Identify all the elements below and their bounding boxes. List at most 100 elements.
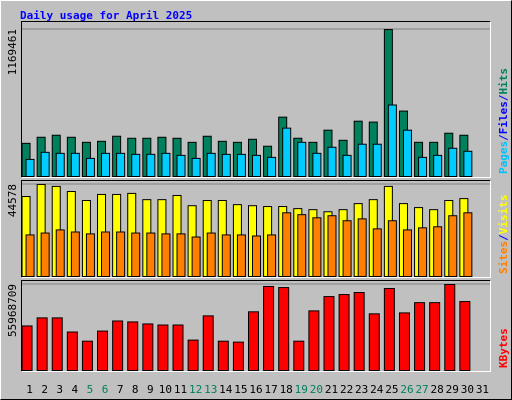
bar <box>312 152 322 178</box>
x-tick-label: 12 <box>189 383 202 396</box>
side-label-part: Files <box>497 101 510 134</box>
bar <box>206 152 216 178</box>
bar <box>387 220 397 278</box>
bar <box>297 214 307 277</box>
bar <box>187 339 199 372</box>
bar <box>161 152 171 178</box>
bar <box>248 311 259 371</box>
bar <box>85 233 95 278</box>
side-label-part: / <box>497 94 510 101</box>
bar <box>25 234 35 277</box>
chart-title: Daily usage for April 2025 <box>20 9 192 22</box>
x-tick-label: 27 <box>415 383 428 396</box>
bar <box>66 331 78 371</box>
bar <box>444 284 456 372</box>
bar <box>217 340 229 371</box>
x-tick-label: 31 <box>476 383 489 396</box>
x-tick-label: 2 <box>41 383 48 396</box>
x-tick-label: 11 <box>174 383 187 396</box>
bar <box>221 234 231 277</box>
x-tick-label: 19 <box>295 383 308 396</box>
x-tick-label: 5 <box>87 383 94 396</box>
x-tick-label: 23 <box>355 383 368 396</box>
bar <box>161 233 171 278</box>
bar <box>448 215 458 278</box>
bar <box>323 296 335 372</box>
side-label-part: / <box>497 134 510 141</box>
x-tick-label: 6 <box>102 383 109 396</box>
bar <box>293 340 305 371</box>
panel-bevel <box>21 280 491 372</box>
bar <box>85 157 95 177</box>
bar <box>448 147 458 177</box>
bar <box>236 234 246 277</box>
x-tick-label: 9 <box>147 383 154 396</box>
bar <box>312 217 322 278</box>
bar <box>97 330 109 371</box>
x-tick-label: 16 <box>249 383 262 396</box>
x-tick-label: 4 <box>72 383 79 396</box>
panel-bevel <box>21 21 491 178</box>
bar <box>146 153 156 177</box>
bar <box>116 231 126 277</box>
bar <box>232 341 244 372</box>
bar <box>327 215 337 278</box>
bar <box>131 153 141 177</box>
x-tick-label: 8 <box>132 383 139 396</box>
bar <box>206 232 216 277</box>
side-label-part: Sites <box>497 241 510 274</box>
bar <box>383 287 395 371</box>
bar <box>414 302 426 371</box>
bar <box>267 156 277 178</box>
bar <box>55 152 65 178</box>
bar <box>357 218 367 277</box>
bar <box>263 285 275 371</box>
bar <box>191 157 201 177</box>
side-label: Sites/Visits <box>497 195 510 275</box>
x-tick-label: 22 <box>340 383 353 396</box>
bar <box>70 152 80 178</box>
side-label-part: Hits <box>497 68 510 95</box>
bar <box>146 232 156 277</box>
side-label: Pages/Files/Hits <box>497 68 510 174</box>
bar <box>308 310 320 371</box>
bar <box>40 232 50 277</box>
bar <box>252 154 261 178</box>
bar <box>278 287 290 371</box>
side-label-part: / <box>497 234 510 241</box>
x-tick-label: 15 <box>234 383 247 396</box>
bar <box>463 150 473 178</box>
bar <box>357 143 367 177</box>
bar <box>402 129 412 177</box>
x-tick-label: 24 <box>370 383 384 396</box>
bar <box>338 294 350 372</box>
bar <box>25 158 35 178</box>
x-tick-label: 10 <box>159 383 172 396</box>
bar <box>267 234 277 277</box>
bar <box>101 231 111 277</box>
x-tick-label: 1 <box>26 383 33 396</box>
bar <box>429 302 441 371</box>
x-tick-label: 26 <box>400 383 413 396</box>
panel-bevel <box>21 21 491 178</box>
bar <box>252 235 261 277</box>
bar <box>142 323 154 372</box>
bar <box>368 313 380 371</box>
bar <box>372 143 382 177</box>
bar <box>172 324 184 371</box>
bar <box>176 233 186 278</box>
y-tick-label: 55968709 <box>6 284 19 337</box>
bar <box>21 325 33 372</box>
bar <box>221 153 231 177</box>
bar <box>55 229 65 277</box>
y-tick-label: 1169461 <box>6 29 19 75</box>
side-label-part: KBytes <box>497 328 510 368</box>
x-tick-label: 20 <box>310 383 323 396</box>
bar <box>116 152 126 178</box>
x-tick-label: 18 <box>280 383 293 396</box>
bar <box>236 153 246 177</box>
panel-bevel <box>21 180 491 278</box>
